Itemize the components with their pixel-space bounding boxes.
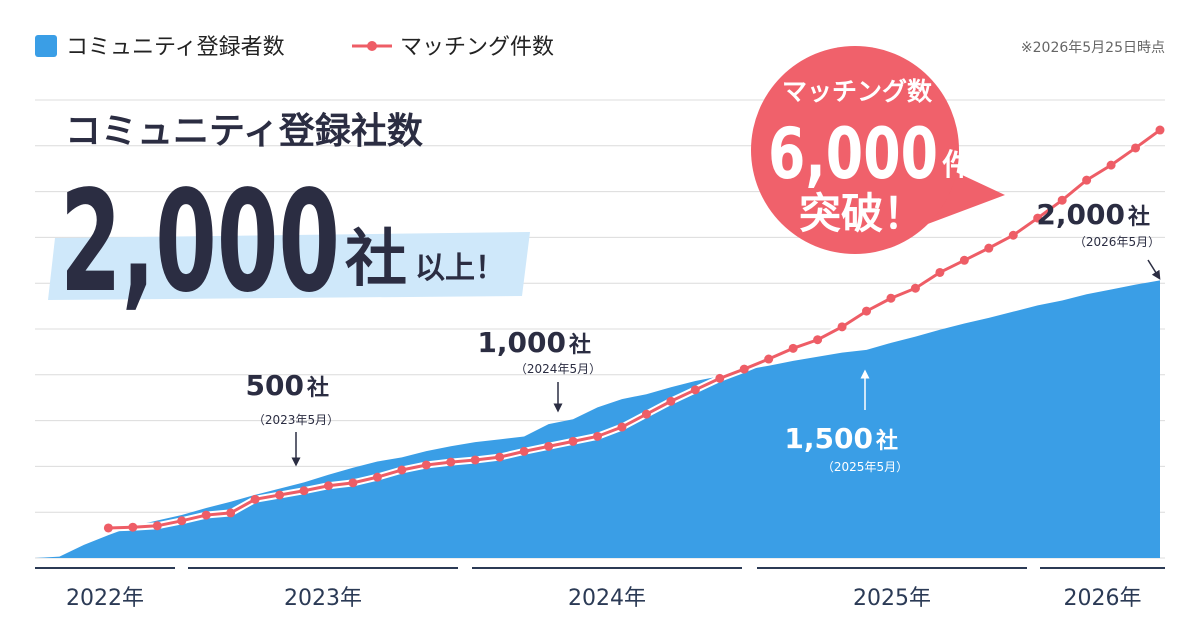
line-point (201, 510, 211, 520)
annotation-unit: 社 (569, 332, 591, 358)
line-point (862, 306, 872, 316)
headline-number: 2,000 (60, 161, 340, 324)
line-point (323, 481, 333, 491)
line-point (1082, 175, 1092, 185)
headline-unit: 社 (345, 222, 407, 295)
annotation-number: 1,500 (784, 422, 873, 455)
highlight (48, 232, 530, 300)
line-point (813, 335, 823, 345)
badge (751, 46, 959, 254)
line-point (593, 431, 602, 441)
x-group-label: 2023年 (284, 586, 362, 611)
line-point (1033, 213, 1043, 223)
badge-number: 6,000 (768, 113, 938, 195)
line-point (421, 460, 431, 470)
line-point (886, 293, 896, 303)
x-group-label: 2026年 (1064, 586, 1142, 611)
line-point (788, 343, 798, 353)
line-point (568, 436, 578, 446)
line-point (299, 486, 309, 496)
line-point (715, 373, 725, 383)
legend-swatch-dot (367, 41, 377, 51)
line-point (103, 523, 113, 533)
badge-unit: 件 (942, 148, 972, 183)
line-point (544, 441, 554, 451)
legend-label: コミュニティ登録者数 (66, 35, 285, 60)
line-point (275, 490, 285, 500)
line-point (495, 452, 505, 462)
plot (35, 125, 1165, 558)
line-point (1057, 195, 1067, 205)
line-point (935, 267, 945, 277)
line-point (666, 396, 676, 406)
annotation-date: （2026年5月） (1074, 235, 1160, 249)
line-point (959, 255, 969, 265)
line-point (128, 522, 138, 532)
annotation-unit: 社 (876, 428, 898, 454)
line-point (1008, 230, 1018, 240)
x-group-label: 2022年 (66, 586, 144, 611)
line-point (739, 364, 749, 374)
legend-label: マッチング件数 (400, 35, 554, 60)
line-point (470, 455, 480, 465)
line-point (910, 283, 920, 293)
line-point (1106, 160, 1116, 170)
line-point (446, 457, 456, 467)
line-point (1155, 125, 1165, 135)
note: ※2026年5月25日時点 (1021, 40, 1165, 56)
line-point (519, 446, 529, 456)
annotation-number: 2,000 (1036, 198, 1125, 231)
line-point (984, 243, 994, 253)
badge-title: マッチング数 (782, 77, 933, 106)
line-point (372, 472, 382, 482)
line-point (764, 354, 774, 364)
badge-suffix: 突破！ (799, 189, 925, 238)
x-axis: 2022年 2023年 2024年 2025年 2026年 (35, 567, 1165, 611)
line-point (837, 322, 847, 332)
line-point (617, 422, 627, 432)
line-point (690, 385, 700, 395)
x-group-label: 2024年 (568, 586, 646, 611)
line-point (1131, 143, 1141, 153)
headline-suffix: 以上！ (415, 251, 505, 286)
annotation-number: 500 (246, 369, 304, 402)
annotation-date: （2025年5月） (822, 460, 908, 474)
annotation-unit: 社 (1128, 204, 1150, 230)
line-point (226, 508, 236, 518)
x-group-label: 2025年 (853, 586, 931, 611)
annotation-number: 1,000 (477, 326, 566, 359)
line-point (641, 409, 651, 419)
annotation-date: （2024年5月） (515, 362, 601, 376)
line-point (177, 516, 187, 526)
annotation-arrow (1147, 259, 1161, 280)
annotations: 500 社（2023年5月）1,000 社（2024年5月）1,500 社（2025年… (246, 198, 1161, 474)
annotation-unit: 社 (307, 375, 329, 401)
annotation-date: （2023年5月） (253, 413, 339, 427)
line-point (348, 478, 358, 488)
line-point (250, 494, 260, 504)
legend-swatch-area (35, 35, 57, 57)
line-point (397, 465, 407, 475)
headline-title: コミュニティ登録社数 (65, 111, 423, 152)
line-point (152, 521, 162, 531)
